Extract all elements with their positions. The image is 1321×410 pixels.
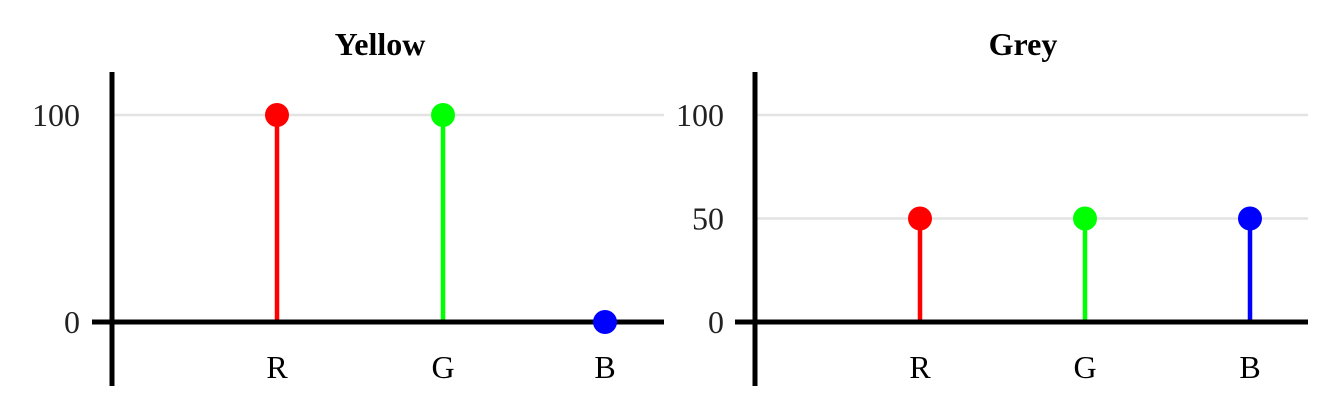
lollipop-stems	[917, 218, 1253, 322]
lollipop-point-r	[265, 103, 289, 127]
gridlines	[755, 113, 1308, 324]
category-label: G	[1073, 349, 1096, 385]
category-label: B	[594, 349, 615, 385]
category-label: R	[266, 349, 288, 385]
lollipop-points	[265, 103, 617, 334]
y-tick-labels: 0 100	[32, 97, 80, 340]
lollipop-point-r	[908, 206, 932, 231]
lollipop-stems	[274, 115, 446, 322]
panel-yellow: Yellow 0 100 R G B	[32, 26, 664, 386]
y-tick-label: 0	[64, 304, 80, 340]
y-tick-label: 0	[708, 304, 724, 340]
panel-grey: Grey 0 50 100 R G B	[676, 26, 1308, 386]
lollipop-point-b	[1238, 206, 1262, 231]
category-label: B	[1239, 349, 1260, 385]
lollipop-point-b	[593, 310, 617, 334]
y-tick-label: 100	[676, 97, 724, 133]
lollipop-point-g	[431, 103, 455, 127]
gridlines	[112, 113, 664, 324]
panel-title: Grey	[989, 26, 1058, 62]
y-tick-label: 50	[692, 201, 724, 237]
category-labels: R G B	[909, 349, 1260, 385]
category-labels: R G B	[266, 349, 615, 385]
category-label: G	[431, 349, 454, 385]
lollipop-points	[908, 206, 1262, 231]
lollipop-point-g	[1073, 206, 1097, 231]
y-tick-labels: 0 50 100	[676, 97, 724, 340]
category-label: R	[909, 349, 931, 385]
y-tick-label: 100	[32, 97, 80, 133]
panel-title: Yellow	[335, 26, 426, 62]
